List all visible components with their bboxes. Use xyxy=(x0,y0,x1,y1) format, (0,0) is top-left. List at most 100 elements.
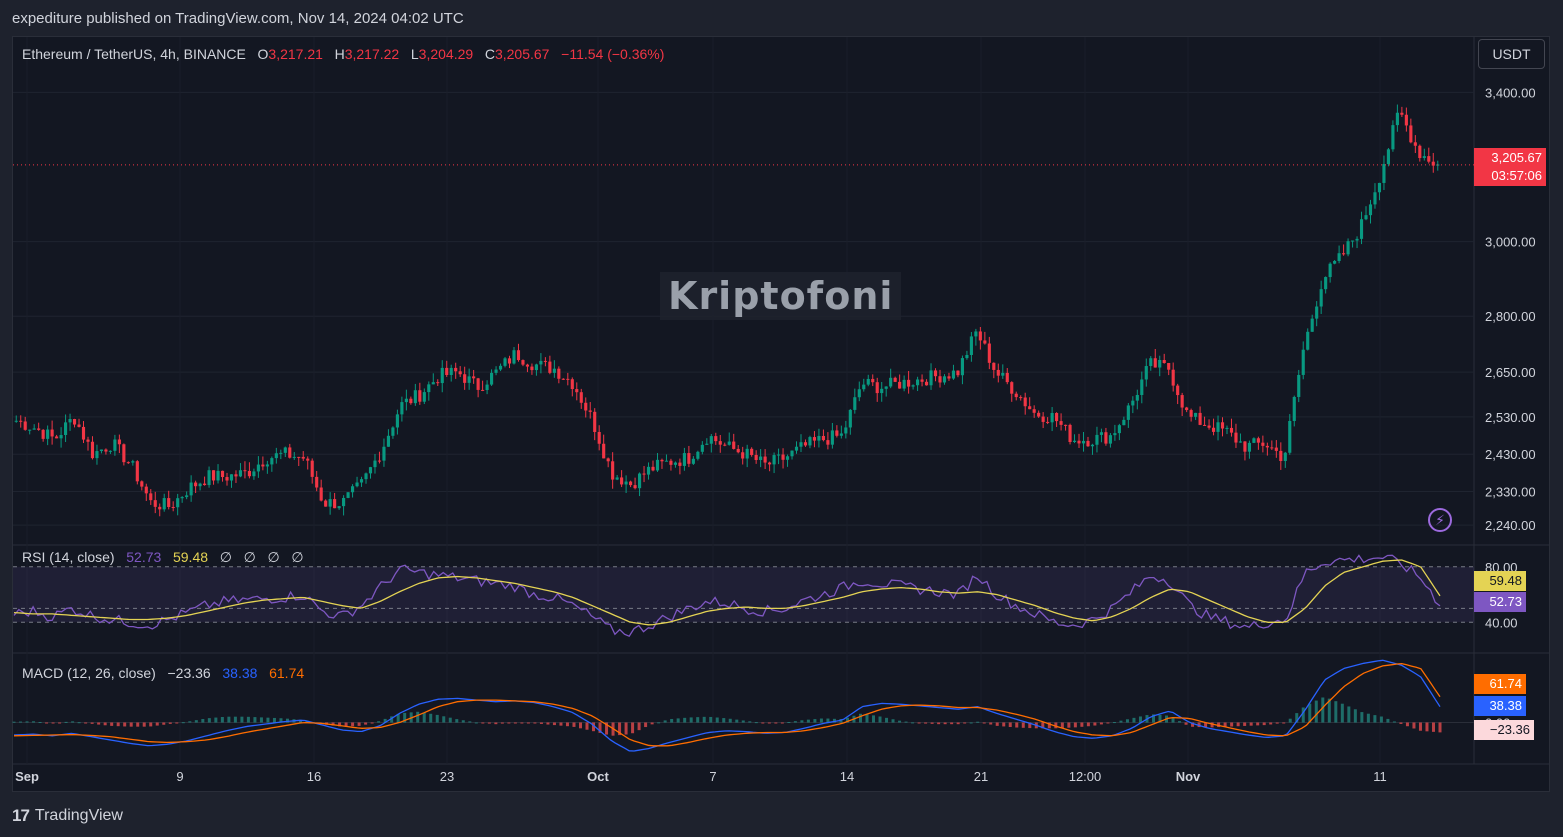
macd-hist-bar xyxy=(1028,722,1032,729)
macd-hist-bar xyxy=(1379,716,1383,723)
candle-body xyxy=(633,485,637,489)
candle-body xyxy=(848,409,852,428)
macd-legend[interactable]: MACD (12, 26, close) −23.36 38.38 61.74 xyxy=(22,665,304,681)
price-tick-label-0: 3,400.00 xyxy=(1485,85,1536,100)
macd-hist-bar xyxy=(338,722,342,727)
candle-body xyxy=(81,426,86,440)
candle-body xyxy=(1108,435,1112,444)
candle-body xyxy=(1319,289,1323,307)
macd-hist-bar xyxy=(1125,719,1129,723)
macd-hist-bar xyxy=(90,722,94,724)
candle-body xyxy=(454,367,458,372)
macd-hist-bar xyxy=(552,722,556,726)
candle-body xyxy=(871,378,875,383)
macd-hist-bar xyxy=(1275,722,1279,724)
macd-hist-bar xyxy=(1340,703,1344,723)
candle-body xyxy=(808,437,812,446)
macd-hist-bar xyxy=(461,720,465,723)
candle-body xyxy=(472,376,476,379)
candle-body xyxy=(490,372,494,385)
candle-body xyxy=(606,458,610,462)
macd-hist-bar xyxy=(1334,701,1338,723)
macd-hist-bar xyxy=(572,722,576,727)
candle-body xyxy=(655,459,660,471)
macd-hist-bar xyxy=(1347,706,1351,723)
candle-body xyxy=(826,440,830,445)
candle-body xyxy=(543,360,547,362)
macd-hist-bar xyxy=(233,716,237,723)
macd-hist-bar xyxy=(129,722,133,727)
candle-body xyxy=(893,377,897,382)
macd-hist-bar xyxy=(898,720,902,723)
macd-hist-bar xyxy=(155,722,159,726)
candle-body xyxy=(1409,125,1413,143)
candle-body xyxy=(1122,419,1126,426)
macd-hist-bar xyxy=(45,722,49,724)
candle-body xyxy=(90,441,95,459)
macd-hist-bar xyxy=(644,722,648,728)
macd-hist-bar xyxy=(442,716,446,723)
candle-body xyxy=(333,499,337,509)
candle-body xyxy=(274,453,278,459)
candle-body xyxy=(584,402,588,411)
candle-body xyxy=(140,481,144,487)
candle-body xyxy=(620,477,624,485)
macd-hist-bar xyxy=(357,722,361,726)
macd-hist-bar xyxy=(12,721,16,723)
candle-body xyxy=(507,358,512,364)
candle-body xyxy=(1005,372,1009,383)
macd-hist-bar xyxy=(1021,722,1025,728)
macd-hist-bar xyxy=(513,722,517,724)
macd-hist-bar xyxy=(435,714,439,723)
candle-body xyxy=(1346,241,1350,255)
candle-body xyxy=(1350,240,1355,242)
candle-body xyxy=(1010,382,1014,394)
footer-brand[interactable]: TradingView xyxy=(34,807,123,824)
candle-body xyxy=(566,378,570,380)
candle-body xyxy=(951,370,956,379)
macd-hist-bar xyxy=(377,721,381,723)
symbol-label[interactable]: Ethereum / TetherUS, 4h, BINANCE xyxy=(22,46,246,62)
candle-body xyxy=(256,464,260,472)
candle-body xyxy=(59,435,63,439)
macd-hist-bar xyxy=(950,722,954,725)
macd-hist-bar xyxy=(878,716,882,723)
candle-body xyxy=(794,446,799,451)
macd-hist-bar xyxy=(676,718,680,723)
candle-body xyxy=(673,462,678,465)
macd-hist-bar xyxy=(285,718,289,723)
candle-body xyxy=(1203,424,1207,426)
candle-body xyxy=(983,340,987,344)
macd-hist-bar xyxy=(663,720,667,723)
candle-body xyxy=(180,497,184,499)
tradingview-logo-icon[interactable]: 17 xyxy=(12,806,30,825)
macd-hist-bar xyxy=(1269,722,1273,725)
currency-unit-button[interactable]: USDT xyxy=(1478,39,1545,69)
rsi-line xyxy=(13,554,1441,638)
candle-body xyxy=(238,470,243,477)
candle-body xyxy=(1234,432,1238,443)
rsi-legend[interactable]: RSI (14, close) 52.73 59.48 ∅ ∅ ∅ ∅ xyxy=(22,549,304,566)
candle-body xyxy=(1211,427,1216,432)
candle-body xyxy=(664,460,669,462)
candle-body xyxy=(732,441,736,449)
rsi-na-3: ∅ xyxy=(267,549,280,565)
time-tick-label-9: Nov xyxy=(1176,769,1201,784)
macd-hist-bar xyxy=(1060,722,1064,728)
rsi-na-1: ∅ xyxy=(219,549,232,565)
candle-body xyxy=(220,470,225,478)
candle-body xyxy=(646,466,651,475)
macd-hist-bar xyxy=(937,722,941,725)
macd-hist-bar xyxy=(956,722,960,725)
countdown-tag: 03:57:06 xyxy=(1474,166,1546,186)
candle-body xyxy=(1377,182,1382,193)
lightning-icon[interactable]: ⚡ xyxy=(1428,508,1452,532)
macd-hist-bar xyxy=(774,722,778,724)
candle-body xyxy=(1225,427,1229,429)
candle-body xyxy=(660,459,664,462)
ohlc-legend: Ethereum / TetherUS, 4h, BINANCE O3,217.… xyxy=(22,46,664,62)
candle-body xyxy=(1355,238,1359,241)
macd-hist-bar xyxy=(136,722,140,727)
candle-body xyxy=(135,461,139,482)
